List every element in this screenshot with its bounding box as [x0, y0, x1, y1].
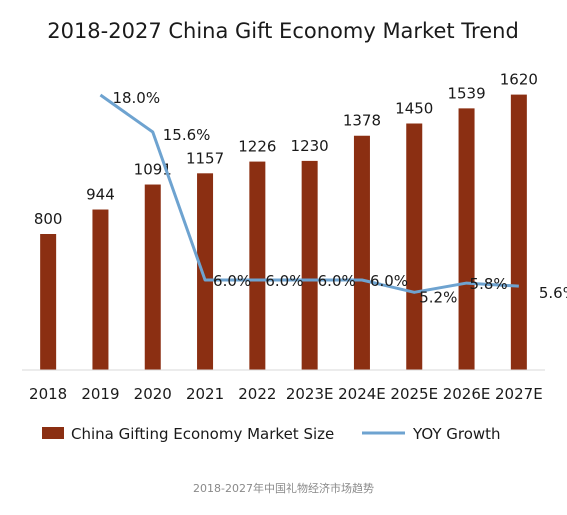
legend-bar-swatch: [42, 427, 64, 439]
yoy-label-2021: 6.0%: [213, 272, 251, 290]
bar-series: 800 944 1091 1157 1226 1230 1378 1450 1539 1620: [34, 71, 538, 371]
x-tick-2024E: 2024E: [338, 385, 386, 403]
bar-label-2025E: 1450: [395, 100, 433, 118]
bar-label-2020: 1091: [134, 161, 172, 179]
yoy-growth-line: [99, 93, 519, 294]
yoy-label-2024E: 6.0%: [370, 272, 408, 290]
bar-2026E: [458, 108, 475, 371]
x-tick-2025E: 2025E: [390, 385, 438, 403]
legend-line-label: YOY Growth: [412, 425, 501, 443]
x-tick-2019: 2019: [81, 385, 119, 403]
bar-label-2024E: 1378: [343, 112, 381, 130]
bar-2022: [249, 161, 266, 370]
bar-label-2018: 800: [34, 210, 63, 228]
bar-2024E: [353, 135, 370, 370]
market-trend-chart: 2018-2027 China Gift Economy Market Tren…: [22, 19, 567, 443]
bar-2018: [40, 234, 57, 370]
x-tick-2021: 2021: [186, 385, 224, 403]
x-tick-2027E: 2027E: [495, 385, 543, 403]
x-tick-2018: 2018: [29, 385, 67, 403]
chart-title: 2018-2027 China Gift Economy Market Tren…: [47, 19, 519, 43]
bar-label-2023E: 1230: [291, 137, 329, 155]
yoy-label-2026E: 5.8%: [470, 275, 508, 293]
bar-2019: [92, 209, 109, 370]
bar-2023E: [301, 160, 318, 370]
yoy-label-2022: 6.0%: [265, 272, 303, 290]
yoy-label-2019: 18.0%: [112, 89, 160, 107]
line-series: 18.0% 15.6% 6.0% 6.0% 6.0% 6.0% 5.2% 5.8% 5.6%: [99, 89, 567, 306]
legend-bar-label: China Gifting Economy Market Size: [71, 425, 334, 443]
bar-label-2022: 1226: [238, 138, 276, 156]
bar-2021: [197, 173, 214, 370]
bar-2020: [144, 184, 161, 370]
x-tick-2020: 2020: [134, 385, 172, 403]
bar-label-2021: 1157: [186, 149, 224, 167]
bar-2027E: [510, 94, 527, 370]
x-tick-2026E: 2026E: [443, 385, 491, 403]
x-tick-2022: 2022: [238, 385, 276, 403]
legend: China Gifting Economy Market Size YOY Gr…: [42, 425, 501, 443]
yoy-label-2020: 15.6%: [163, 126, 211, 144]
x-axis-ticks: 2018 2019 2020 2021 2022 2023E 2024E 2025E 2026E…: [29, 385, 543, 403]
bar-label-2026E: 1539: [447, 84, 485, 102]
bar-2025E: [406, 123, 423, 370]
yoy-label-2027E: 5.6%: [539, 284, 567, 302]
bar-label-2019: 944: [86, 186, 115, 204]
x-tick-2023E: 2023E: [286, 385, 334, 403]
yoy-label-2023E: 6.0%: [318, 272, 356, 290]
bar-label-2027E: 1620: [500, 71, 538, 89]
yoy-label-2025E: 5.2%: [419, 288, 457, 306]
figure-caption: 2018-2027年中国礼物经济市场趋势: [193, 482, 374, 495]
